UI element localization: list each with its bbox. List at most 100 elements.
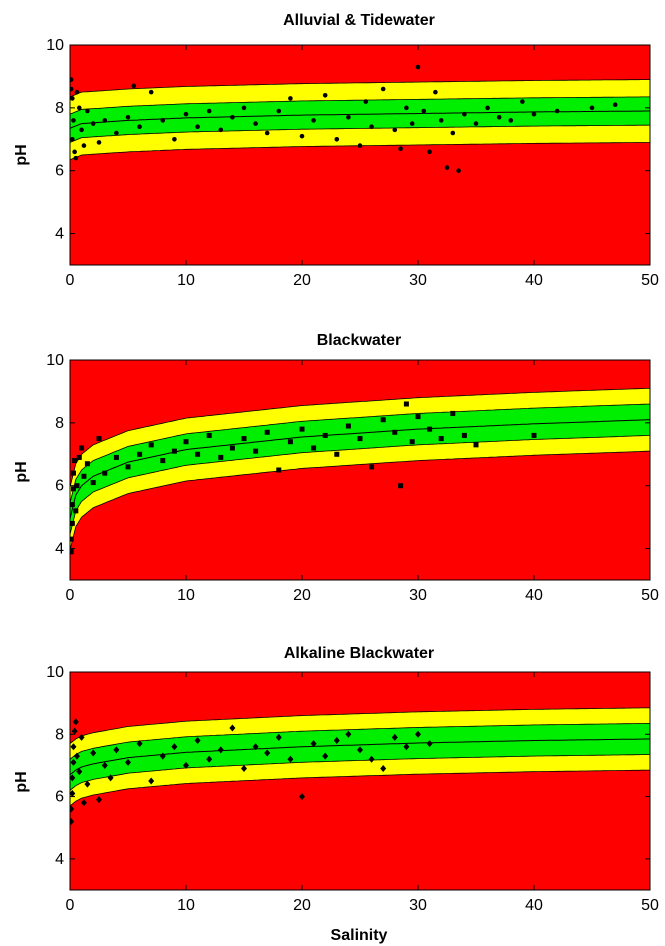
data-point (76, 105, 82, 111)
x-tick-label: 20 (293, 272, 311, 289)
data-point (334, 136, 340, 142)
x-tick-label: 0 (66, 587, 75, 604)
data-point (346, 114, 351, 120)
data-point (409, 121, 415, 126)
data-point (218, 127, 224, 133)
data-point (252, 743, 259, 751)
data-point (241, 436, 247, 442)
data-point (81, 473, 87, 479)
data-point (137, 451, 143, 457)
data-point (311, 118, 316, 123)
data-point (345, 423, 351, 429)
data-point (403, 743, 410, 751)
y-tick-label: 4 (55, 226, 64, 243)
data-point (70, 502, 75, 508)
data-point (392, 127, 398, 133)
data-point (194, 737, 201, 745)
data-point (78, 733, 85, 741)
data-point (90, 749, 97, 757)
data-point (84, 461, 90, 467)
data-point (72, 149, 77, 155)
data-point (206, 108, 212, 114)
data-point (380, 86, 386, 92)
data-point (76, 768, 83, 776)
data-point (113, 454, 119, 460)
data-point (136, 740, 143, 748)
data-point (70, 520, 75, 526)
data-point (96, 140, 102, 145)
data-point (427, 426, 433, 432)
data-point (264, 749, 271, 757)
y-tick-label: 6 (55, 789, 64, 806)
data-point (276, 467, 282, 473)
data-point (195, 124, 200, 130)
data-point (73, 752, 80, 760)
data-point (554, 108, 560, 114)
data-point (369, 124, 374, 130)
data-point (462, 111, 467, 117)
y-axis-label: pH (13, 771, 30, 792)
data-point (357, 746, 363, 754)
x-tick-label: 30 (409, 272, 427, 289)
data-point (241, 765, 247, 773)
data-point (148, 89, 154, 95)
panel-alkaline-blackwater: Alkaline Blackwater pH 0 10 20 30 40 50 4 6 8 10 (13, 645, 659, 914)
data-point (357, 436, 363, 442)
data-point (70, 486, 76, 492)
data-point (70, 96, 75, 101)
data-point (72, 718, 79, 726)
data-point (299, 793, 305, 801)
data-point (73, 508, 79, 514)
y-axis-label: pH (13, 144, 30, 165)
data-point (485, 105, 490, 111)
data-point (218, 454, 224, 460)
data-point (71, 118, 76, 123)
data-point (426, 740, 433, 748)
data-point (206, 432, 212, 438)
data-point (253, 121, 258, 126)
data-point (90, 121, 96, 126)
y-tick-label: 8 (55, 415, 64, 432)
data-point (79, 127, 84, 133)
y-tick-label: 4 (55, 851, 64, 868)
plot-frame (69, 44, 651, 266)
y-tick-label: 10 (46, 37, 64, 54)
data-point (79, 445, 85, 451)
data-point (76, 454, 82, 460)
data-point (496, 114, 502, 120)
plot-area: 0 10 20 30 40 50 4 6 8 10 (46, 352, 659, 604)
data-point (345, 730, 352, 738)
data-point (357, 143, 363, 148)
y-tick-label: 6 (55, 478, 64, 495)
x-tick-label: 30 (409, 897, 427, 914)
data-point (72, 458, 78, 464)
x-tick-label: 0 (66, 272, 75, 289)
data-point (70, 77, 74, 82)
data-point (456, 168, 461, 174)
data-point (473, 442, 479, 448)
panel-blackwater: Blackwater pH 0 10 20 30 40 50 4 6 8 10 (13, 332, 659, 604)
data-point (217, 746, 224, 754)
data-point (195, 451, 201, 457)
data-point (125, 758, 131, 766)
data-point (253, 448, 259, 454)
data-point (229, 445, 235, 451)
data-point (125, 464, 131, 470)
data-point (398, 483, 404, 489)
data-point (230, 114, 235, 120)
data-point (148, 777, 155, 785)
data-points (70, 401, 537, 555)
data-point (107, 774, 114, 782)
data-point (171, 448, 177, 454)
data-point (368, 755, 375, 763)
data-point (264, 130, 270, 136)
x-tick-label: 40 (525, 897, 543, 914)
data-point (310, 740, 317, 748)
data-point (311, 445, 317, 451)
data-points (70, 718, 433, 825)
data-point (287, 439, 293, 445)
center-line (69, 738, 650, 776)
data-point (102, 118, 108, 123)
x-tick-label: 10 (177, 272, 195, 289)
data-point (612, 102, 618, 108)
